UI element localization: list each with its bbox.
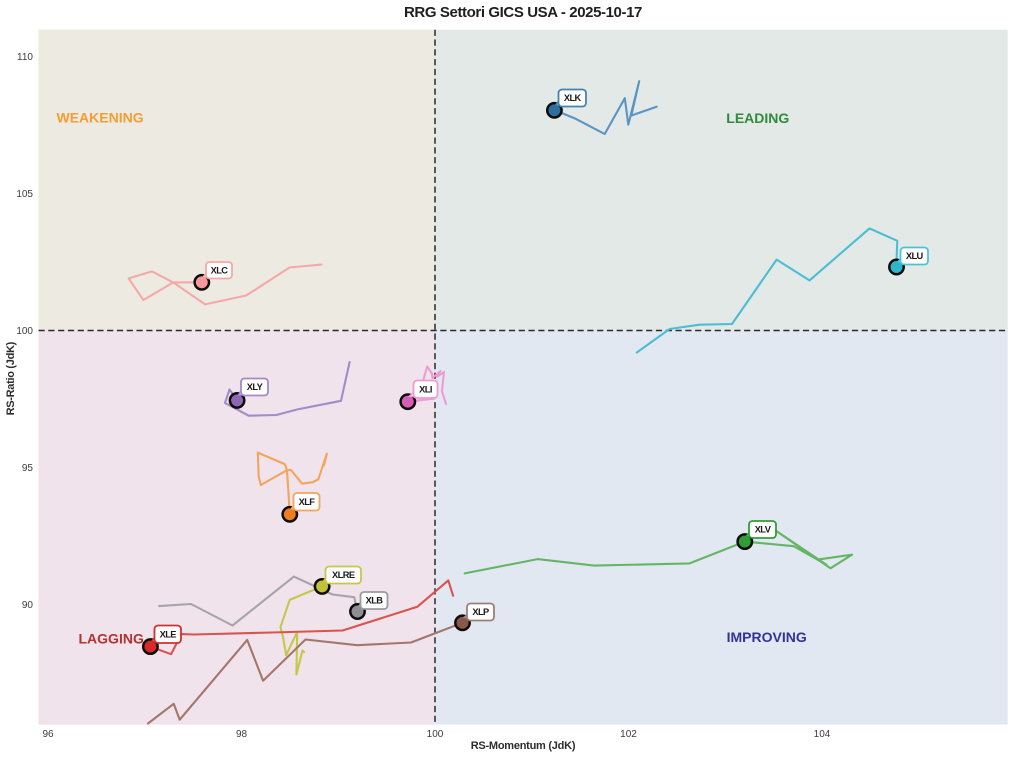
svg-text:95: 95 <box>22 463 34 474</box>
svg-text:XLI: XLI <box>419 384 432 394</box>
svg-text:XLRE: XLRE <box>332 570 355 580</box>
svg-text:XLP: XLP <box>472 607 489 617</box>
svg-text:XLF: XLF <box>299 497 316 507</box>
svg-text:LAGGING: LAGGING <box>79 631 144 647</box>
svg-text:XLB: XLB <box>366 596 384 606</box>
svg-text:90: 90 <box>22 600 34 611</box>
svg-text:RRG Settori GICS USA - 2025-10: RRG Settori GICS USA - 2025-10-17 <box>404 4 642 21</box>
svg-text:XLE: XLE <box>160 629 177 639</box>
svg-text:XLU: XLU <box>906 251 924 261</box>
svg-text:XLV: XLV <box>755 525 772 535</box>
svg-text:102: 102 <box>620 729 637 740</box>
svg-text:96: 96 <box>42 729 54 740</box>
svg-text:100: 100 <box>16 326 33 337</box>
svg-text:WEAKENING: WEAKENING <box>57 110 144 126</box>
svg-text:XLC: XLC <box>211 265 229 275</box>
svg-text:100: 100 <box>427 729 444 740</box>
svg-text:110: 110 <box>17 52 33 63</box>
svg-text:RS-Momentum (JdK): RS-Momentum (JdK) <box>471 740 576 752</box>
svg-text:RS-Ratio (JdK): RS-Ratio (JdK) <box>5 341 17 415</box>
svg-text:LEADING: LEADING <box>726 110 789 126</box>
svg-text:98: 98 <box>236 729 248 740</box>
svg-text:IMPROVING: IMPROVING <box>727 629 807 645</box>
svg-text:XLK: XLK <box>564 93 582 103</box>
svg-text:105: 105 <box>16 189 33 200</box>
svg-text:104: 104 <box>814 729 831 740</box>
svg-text:XLY: XLY <box>247 382 264 392</box>
